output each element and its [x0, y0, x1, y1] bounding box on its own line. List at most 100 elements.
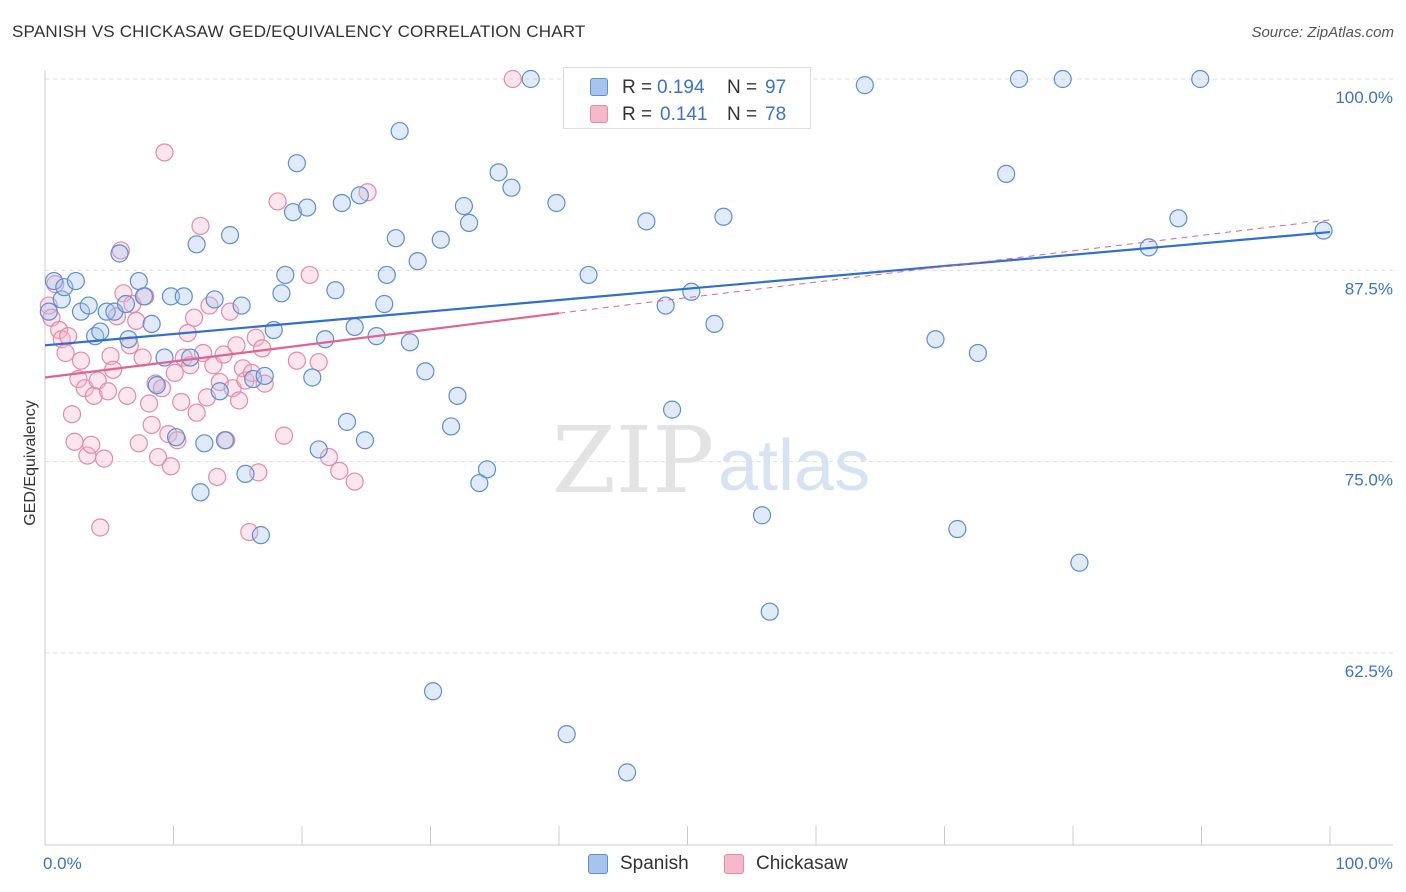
chickasaw-point-59 — [229, 391, 249, 410]
spanish-point-96 — [1314, 221, 1333, 240]
spanish-point-41 — [303, 368, 322, 387]
stats-row-chickasaw: R = 0.141 N = 78 — [564, 101, 810, 129]
x-tick-label-right: 100.0% — [1335, 854, 1393, 873]
spanish-point-77 — [662, 400, 682, 419]
chickasaw-point-18 — [98, 382, 118, 401]
spanish-point-48 — [350, 186, 369, 205]
spanish-point-88 — [968, 343, 988, 363]
chickasaw-r-value: 0.141 — [660, 104, 708, 125]
spanish-point-14 — [129, 271, 148, 291]
y-tick-label-3: 62.5% — [1345, 662, 1393, 681]
stats-legend: R = 0.194 N = 97 R = 0.141 N = 78 — [563, 67, 811, 129]
spanish-point-38 — [283, 203, 303, 222]
legend-label-spanish: Spanish — [620, 853, 689, 874]
spanish-point-62 — [454, 196, 474, 216]
y-tick-label-1: 87.5% — [1345, 279, 1393, 298]
spanish-point-57 — [416, 362, 435, 381]
spanish-point-12 — [116, 294, 136, 314]
chickasaw-point-56 — [220, 302, 240, 321]
stats-row-spanish: R = 0.194 N = 97 — [564, 74, 810, 102]
chickasaw-point-44 — [181, 356, 200, 375]
spanish-point-92 — [1070, 553, 1089, 572]
spanish-point-26 — [205, 290, 224, 309]
spanish-point-8 — [91, 322, 110, 341]
chickasaw-point-41 — [172, 392, 191, 412]
spanish-point-80 — [714, 207, 733, 226]
chart-title: SPANISH VS CHICKASAW GED/EQUIVALENCY COR… — [12, 22, 586, 41]
spanish-point-79 — [705, 314, 724, 334]
spanish-point-11 — [110, 244, 129, 263]
spanish-point-74 — [618, 763, 637, 782]
chickasaw-point-47 — [191, 216, 210, 236]
spanish-point-82 — [752, 506, 772, 525]
chickasaw-point-39 — [165, 363, 184, 382]
chickasaw-point-70 — [287, 351, 306, 370]
legend-label-chickasaw: Chickasaw — [756, 853, 848, 874]
spanish-point-36 — [272, 284, 291, 303]
chickasaw-point-28 — [129, 434, 148, 453]
chickasaw-point-38 — [161, 457, 181, 476]
spanish-r-value: 0.194 — [657, 77, 705, 98]
chickasaw-point-45 — [184, 308, 204, 327]
spanish-point-87 — [948, 519, 967, 539]
spanish-point-9 — [97, 302, 116, 321]
spanish-point-89 — [997, 164, 1016, 184]
x-tick-label-left: 0.0% — [43, 854, 82, 873]
spanish-point-17 — [147, 376, 166, 395]
spanish-trend-line — [44, 230, 1331, 347]
spanish-point-0 — [39, 302, 58, 321]
spanish-point-85 — [855, 76, 874, 95]
spanish-point-44 — [326, 281, 345, 300]
chickasaw-r-label: R = — [622, 104, 653, 125]
spanish-point-72 — [579, 265, 598, 285]
spanish-point-51 — [375, 294, 394, 314]
chickasaw-point-62 — [240, 522, 259, 542]
chickasaw-point-40 — [168, 431, 187, 450]
chickasaw-point-7 — [62, 405, 82, 424]
chickasaw-point-17 — [95, 449, 114, 468]
bottom-legend: Spanish Chickasaw — [0, 850, 1406, 880]
spanish-point-75 — [637, 212, 656, 231]
chickasaw-point-31 — [139, 394, 159, 413]
spanish-point-23 — [187, 235, 206, 254]
spanish-point-39 — [287, 154, 306, 173]
spanish-point-32 — [244, 369, 263, 389]
watermark-zip: ZIP — [552, 407, 714, 514]
spanish-point-68 — [521, 69, 540, 89]
chickasaw-point-74 — [330, 461, 349, 480]
spanish-point-47 — [345, 317, 364, 337]
chickasaw-point-75 — [345, 472, 364, 491]
spanish-point-4 — [66, 271, 85, 291]
chickasaw-point-24 — [118, 386, 137, 405]
y-tick-label-2: 75.0% — [1345, 471, 1393, 490]
spanish-point-69 — [547, 193, 566, 213]
spanish-point-46 — [337, 412, 357, 431]
spanish-point-91 — [1053, 69, 1072, 89]
spanish-r-label: R = — [622, 77, 653, 98]
watermark: ZIP atlas — [552, 407, 870, 514]
chickasaw-point-6 — [59, 327, 78, 346]
spanish-point-95 — [1191, 69, 1210, 89]
chickasaw-point-72 — [309, 353, 328, 372]
chickasaw-point-13 — [82, 435, 101, 454]
chickasaw-trend-extension — [558, 219, 1331, 314]
y-tick-labels: 100.0% 87.5% 75.0% 62.5% — [1335, 88, 1393, 681]
spanish-point-63 — [459, 213, 479, 232]
spanish-point-27 — [210, 382, 229, 401]
chickasaw-point-5 — [56, 343, 75, 363]
spanish-point-90 — [1009, 69, 1029, 89]
spanish-point-49 — [355, 431, 375, 450]
chickasaw-point-34 — [148, 447, 168, 467]
axes — [44, 70, 1393, 846]
chickasaw-point-22 — [111, 241, 130, 260]
legend-swatch-spanish — [588, 854, 608, 874]
spanish-point-54 — [390, 121, 409, 141]
spanish-point-15 — [134, 287, 154, 306]
spanish-point-16 — [142, 314, 161, 334]
spanish-point-66 — [489, 163, 508, 182]
spanish-point-67 — [502, 178, 521, 197]
spanish-point-37 — [276, 265, 295, 285]
spanish-point-25 — [195, 434, 214, 453]
spanish-point-55 — [400, 333, 420, 352]
